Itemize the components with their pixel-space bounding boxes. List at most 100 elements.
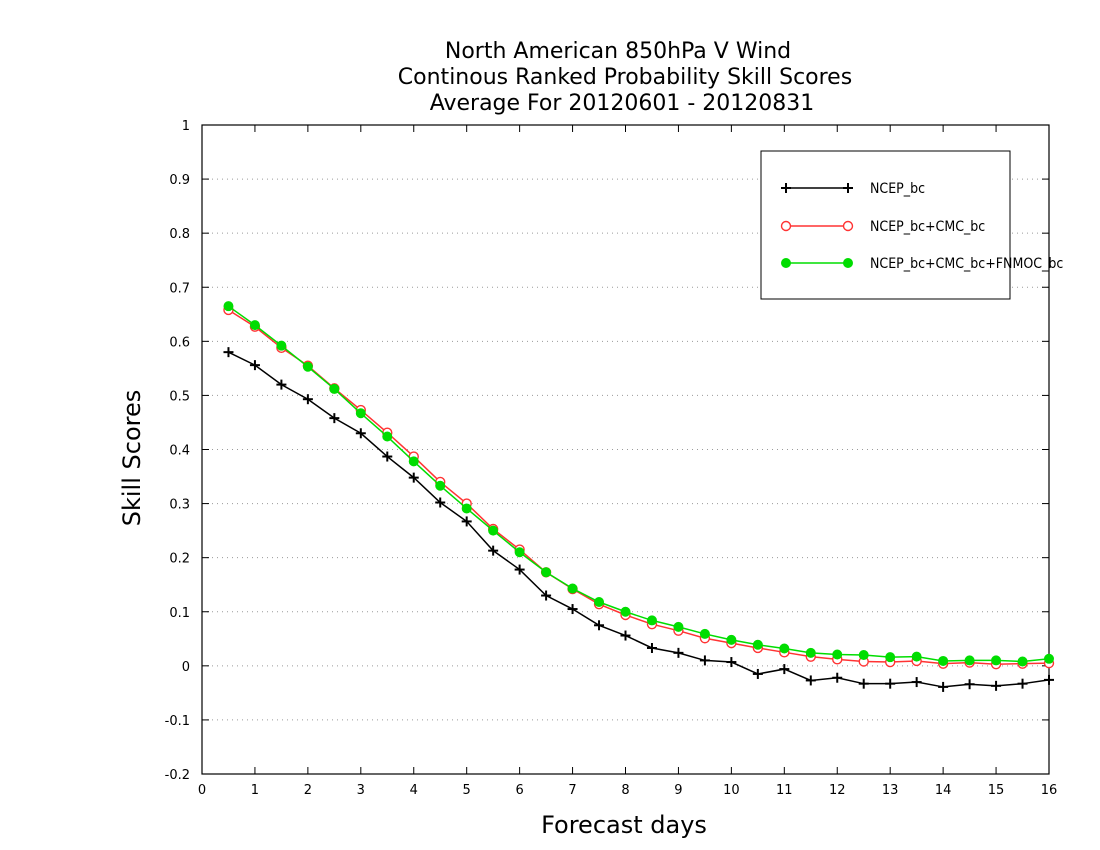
data-point — [832, 649, 843, 660]
data-point — [752, 639, 763, 650]
data-point — [223, 301, 234, 312]
legend-label: NCEP_bc — [870, 181, 925, 197]
legend-marker — [843, 258, 853, 268]
x-tick-label: 8 — [621, 783, 629, 798]
data-point — [541, 590, 552, 601]
data-point — [911, 651, 922, 662]
data-point — [673, 621, 684, 632]
legend: NCEP_bc NCEP_bc+CMC_bc NCEP_bc+CMC_bc+FNMO… — [760, 150, 1063, 300]
data-point — [673, 647, 684, 658]
y-tick-label: 0.4 — [169, 444, 190, 459]
x-tick-label: 14 — [935, 783, 952, 798]
x-tick-label: 0 — [198, 783, 206, 798]
legend-marker — [781, 183, 791, 193]
legend-marker — [843, 183, 853, 193]
data-point — [223, 347, 234, 358]
series-2 — [223, 301, 1054, 667]
data-point — [488, 525, 499, 536]
data-point — [249, 360, 260, 371]
x-tick-label: 11 — [776, 783, 793, 798]
data-point — [885, 678, 896, 689]
y-tick-label: 1 — [182, 119, 190, 134]
x-tick-label: 1 — [251, 783, 259, 798]
y-ticks: -0.2 -0.1 0 0.1 0.2 0.3 0.4 0.5 0.6 0.7 0.8 0.9 1 — [165, 119, 1049, 783]
data-point — [620, 630, 631, 641]
data-point — [594, 620, 605, 631]
data-point — [858, 678, 869, 689]
chart-title-line-1: North American 850hPa V Wind — [445, 39, 791, 64]
data-point — [567, 583, 578, 594]
x-tick-label: 3 — [357, 783, 365, 798]
x-tick-label: 16 — [1041, 783, 1058, 798]
data-point — [911, 677, 922, 688]
data-point — [329, 413, 340, 424]
y-tick-label: 0.6 — [169, 335, 190, 350]
data-point — [302, 394, 313, 405]
data-point — [329, 383, 340, 394]
data-point — [646, 615, 657, 626]
chart-title-line-2: Continous Ranked Probability Skill Score… — [398, 65, 852, 90]
data-point — [355, 408, 366, 419]
data-point — [461, 516, 472, 527]
x-tick-label: 7 — [568, 783, 576, 798]
data-point — [779, 664, 790, 675]
legend-marker — [780, 220, 792, 232]
legend-label: NCEP_bc+CMC_bc+FNMOC_bc — [870, 256, 1063, 272]
data-point — [276, 379, 287, 390]
data-point — [435, 480, 446, 491]
legend-marker — [781, 258, 791, 268]
y-tick-label: 0.1 — [169, 606, 190, 621]
data-point — [514, 564, 525, 575]
data-point — [1044, 674, 1054, 685]
x-tick-label: 10 — [723, 783, 740, 798]
data-point — [567, 604, 578, 615]
legend-item: NCEP_bc — [781, 181, 925, 197]
data-point — [752, 668, 763, 679]
data-point — [646, 642, 657, 653]
x-tick-label: 6 — [515, 783, 523, 798]
data-point — [991, 680, 1002, 691]
data-point — [832, 672, 843, 683]
y-tick-label: 0.2 — [169, 552, 190, 567]
data-point — [302, 361, 313, 372]
data-point — [938, 655, 949, 666]
data-point — [991, 655, 1002, 666]
legend-item: NCEP_bc+CMC_bc — [780, 219, 985, 235]
legend-label: NCEP_bc+CMC_bc — [870, 219, 985, 235]
legend-marker — [842, 220, 854, 232]
data-point — [514, 547, 525, 558]
x-tick-label: 13 — [882, 783, 899, 798]
data-point — [382, 431, 393, 442]
data-point — [382, 451, 393, 462]
data-point — [541, 567, 552, 578]
data-point — [488, 545, 499, 556]
y-axis-label: Skill Scores — [118, 390, 146, 527]
legend-box — [760, 150, 1011, 300]
data-point — [1017, 656, 1028, 667]
x-tick-label: 2 — [304, 783, 312, 798]
chart-title-line-3: Average For 20120601 - 20120831 — [430, 91, 815, 116]
data-point — [964, 679, 975, 690]
data-point — [276, 340, 287, 351]
x-ticks: 0 1 2 3 4 5 6 7 8 9 10 11 12 13 14 15 16 — [198, 125, 1057, 798]
data-point — [408, 456, 419, 467]
data-point — [726, 634, 737, 645]
y-tick-label: 0.9 — [169, 173, 190, 188]
data-point — [805, 647, 816, 658]
y-tick-label: 0 — [182, 660, 190, 675]
series-line — [228, 309, 1050, 665]
data-point — [1017, 678, 1028, 689]
x-tick-label: 12 — [829, 783, 846, 798]
y-tick-label: 0.8 — [169, 227, 190, 242]
data-point — [355, 428, 366, 439]
data-point — [620, 606, 631, 617]
data-point — [858, 650, 869, 661]
data-point — [408, 472, 419, 483]
x-axis-label: Forecast days — [541, 811, 707, 839]
data-point — [249, 320, 260, 331]
data-point — [435, 497, 446, 508]
series-1 — [223, 304, 1055, 670]
data-point — [726, 657, 737, 668]
data-series — [223, 301, 1055, 692]
data-point — [699, 655, 710, 666]
